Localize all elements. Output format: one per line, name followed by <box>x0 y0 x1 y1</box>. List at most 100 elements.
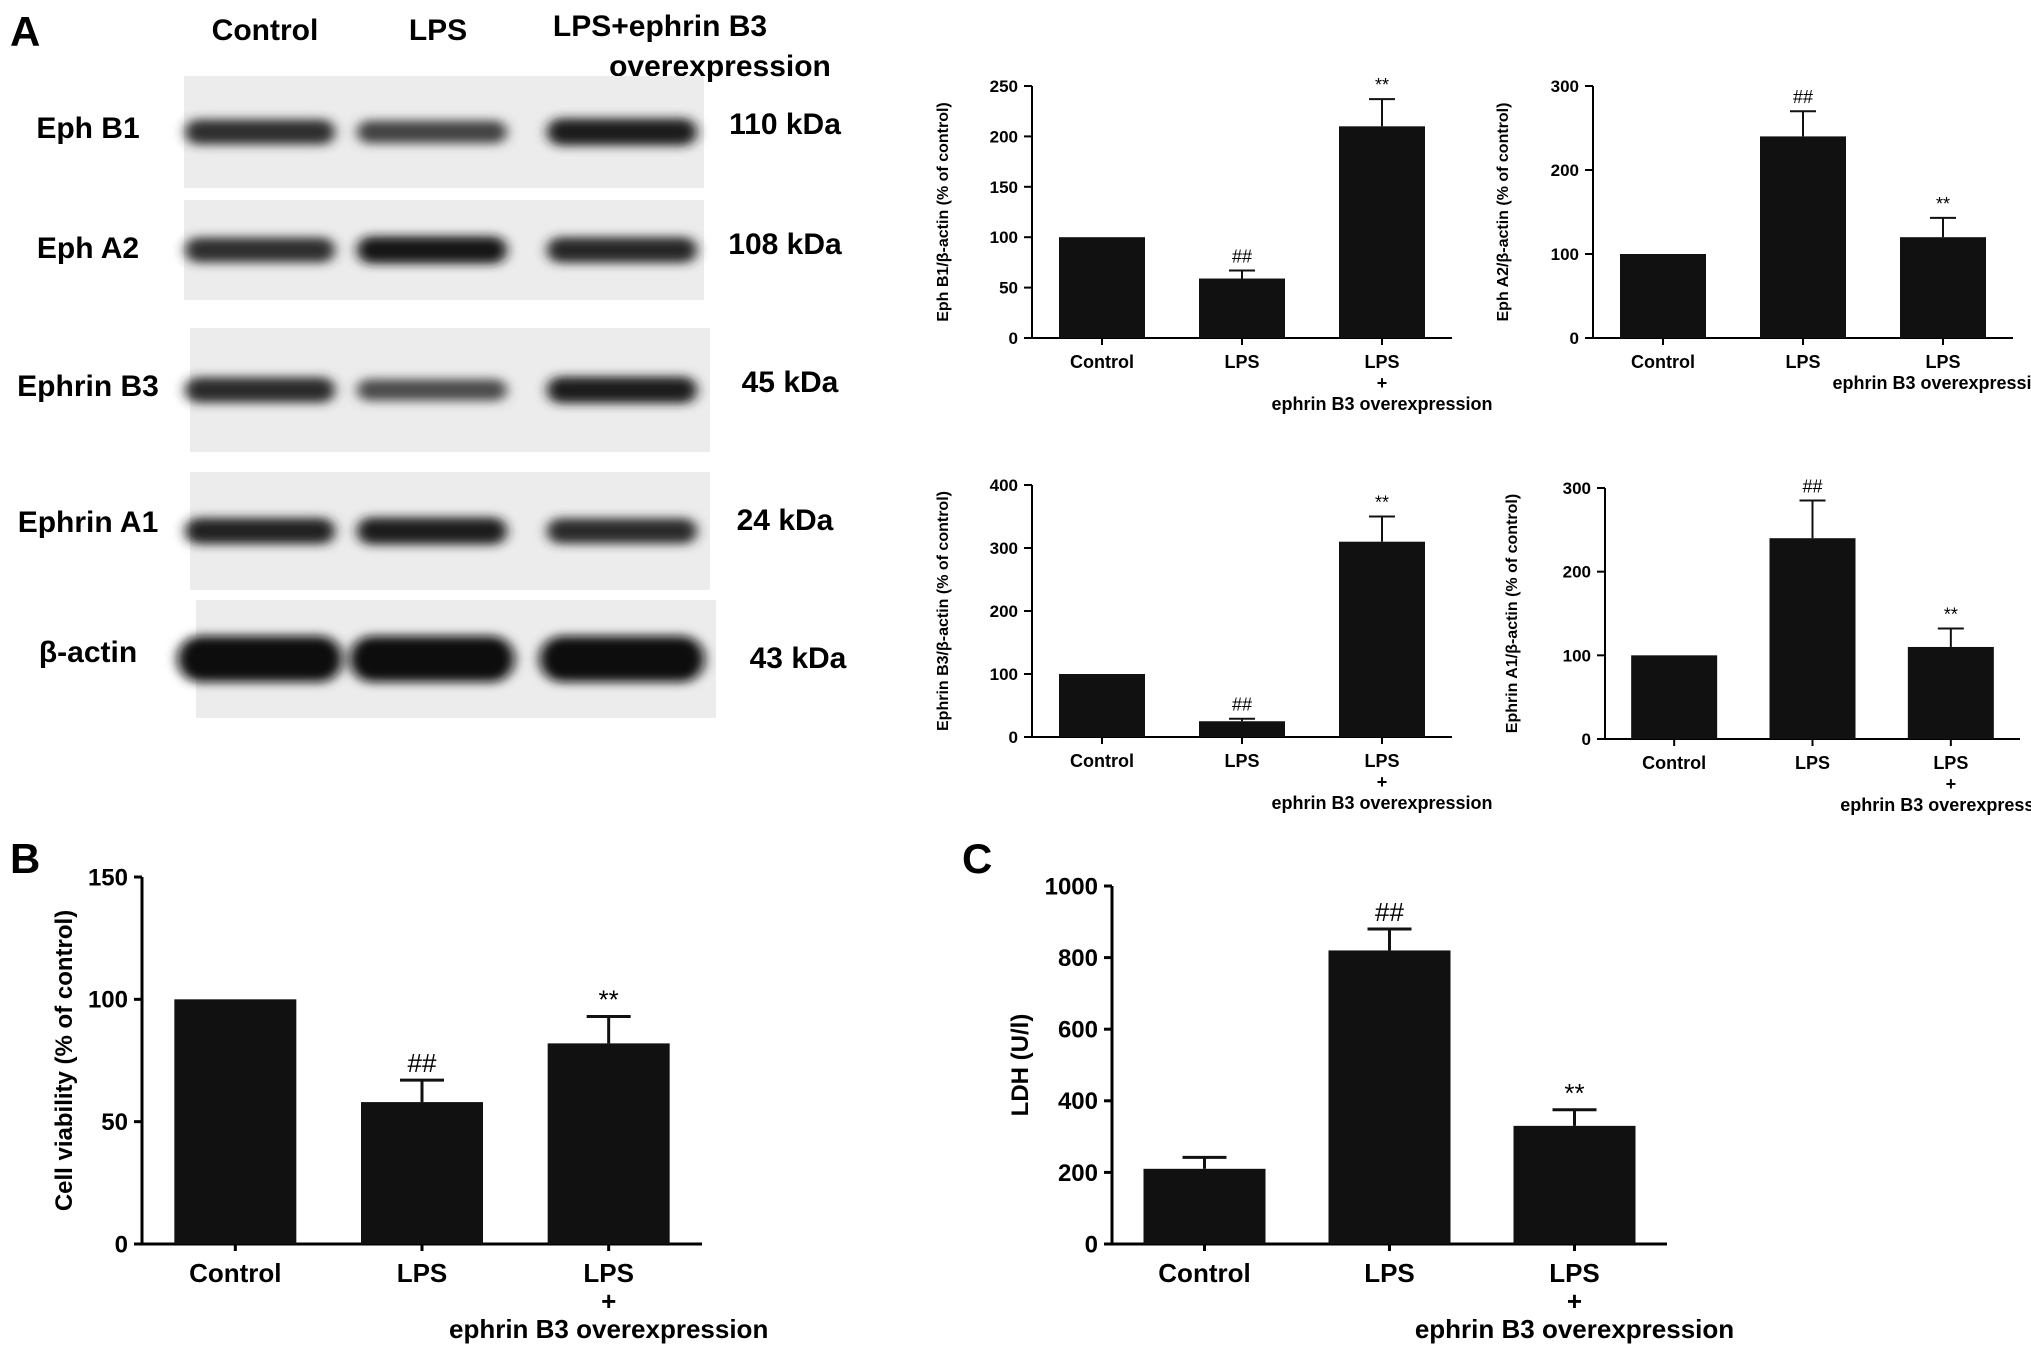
blot-row: Eph B1 110 kDa <box>36 76 841 188</box>
bar-chart-viability: 0 50 100 150 Cell viability (% of control) Co… <box>51 864 768 1344</box>
x-tick-label: Control <box>1070 352 1134 372</box>
y-tick-label: 1000 <box>1045 873 1098 900</box>
y-tick-label: 400 <box>990 476 1018 495</box>
significance-label: ## <box>1793 87 1813 107</box>
blot-band <box>357 379 507 401</box>
y-tick-label: 200 <box>1058 1160 1098 1187</box>
blot-row: Ephrin A1 24 kDa <box>18 472 834 590</box>
y-tick-label: 600 <box>1058 1017 1098 1044</box>
x-tick-label: LPS <box>1785 352 1820 372</box>
significance-label: ** <box>1375 493 1389 513</box>
y-tick-label: 200 <box>1563 563 1591 582</box>
y-tick-label: 150 <box>88 864 128 891</box>
y-axis-label: Ephrin B3/β-actin (% of control) <box>935 491 952 731</box>
blot-row: β-actin 43 kDa <box>39 600 847 718</box>
panel-label-b: B <box>10 835 40 882</box>
lane-label-control: Control <box>212 14 319 47</box>
blot-band <box>357 517 507 545</box>
bar <box>1199 278 1285 338</box>
x-tick-label: LPS+ephrin B3 overexpression <box>449 1258 768 1344</box>
panel-label-a: A <box>10 8 40 55</box>
blot-band <box>185 377 335 403</box>
blot-size-label: 24 kDa <box>737 504 834 537</box>
y-tick-label: 50 <box>999 279 1018 298</box>
x-tick-label: LPS <box>1224 751 1259 771</box>
bar <box>1631 655 1718 739</box>
significance-label: ## <box>408 1048 437 1078</box>
significance-label: ** <box>1375 75 1389 95</box>
x-tick-label: Control <box>1158 1258 1250 1288</box>
y-axis-label: LDH (U/l) <box>1007 1014 1034 1117</box>
bar <box>1907 646 1994 739</box>
y-tick-label: 100 <box>1563 646 1591 665</box>
y-tick-label: 200 <box>990 127 1018 146</box>
y-tick-label: 0 <box>1009 329 1018 348</box>
y-tick-label: 50 <box>101 1109 128 1136</box>
bar <box>547 1043 670 1244</box>
bar <box>1328 950 1451 1244</box>
blot-protein-label: Eph B1 <box>36 112 139 145</box>
bar-chart-ephrinb3: 0 100 200 300 400 Ephrin B3/β-actin (% of con… <box>935 476 1493 813</box>
y-tick-label: 150 <box>990 178 1018 197</box>
x-tick-label: LPS+ephrin B3 overexpression <box>1271 352 1492 414</box>
significance-label: ## <box>1232 695 1252 715</box>
western-blot: Control LPS LPS+ephrin B3 overexpression… <box>17 10 847 718</box>
y-tick-label: 300 <box>990 539 1018 558</box>
bar <box>174 999 297 1244</box>
bar <box>1339 541 1425 737</box>
blot-band <box>357 120 507 144</box>
y-tick-label: 800 <box>1058 945 1098 972</box>
y-tick-label: 300 <box>1563 479 1591 498</box>
y-axis-label: Cell viability (% of control) <box>51 910 78 1211</box>
bar-chart-epha2: 0 100 200 300 Eph A2/β-actin (% of control) C… <box>1495 77 2031 393</box>
blot-protein-label: Eph A2 <box>37 232 139 265</box>
panel-label-c: C <box>962 835 992 882</box>
x-tick-label: LPS <box>1364 1258 1415 1288</box>
y-tick-label: 100 <box>990 228 1018 247</box>
blot-protein-label: Ephrin A1 <box>18 506 159 539</box>
bar-chart-ephb1: 0 50 100 150 200 250 Eph B1/β-actin (% of cont… <box>935 75 1493 414</box>
y-tick-label: 0 <box>1009 728 1018 747</box>
x-tick-label: LPS+ephrin B3 overexpression <box>1840 753 2031 815</box>
x-tick-label: LPS <box>1795 753 1830 773</box>
y-tick-label: 300 <box>1551 77 1579 96</box>
significance-label: ** <box>1936 194 1950 214</box>
lane-label-lps: LPS <box>409 14 467 47</box>
blot-size-label: 45 kDa <box>742 366 839 399</box>
x-tick-label: Control <box>1070 751 1134 771</box>
blot-row: Ephrin B3 45 kDa <box>17 328 839 452</box>
bar <box>361 1102 483 1244</box>
blot-size-label: 108 kDa <box>728 228 842 261</box>
blot-band <box>185 237 335 263</box>
x-tick-label: Control <box>1631 352 1695 372</box>
bar <box>1620 254 1706 338</box>
lane-label-combo: LPS+ephrin B3 <box>553 10 767 43</box>
bar <box>1339 126 1425 338</box>
significance-label: ** <box>599 984 619 1014</box>
bar-chart-ldh: 0 200 400 600 800 1000 LDH (U/l) Control ## LPS **… <box>1007 873 1734 1344</box>
blot-band <box>547 376 697 404</box>
bar <box>1059 674 1145 737</box>
bar <box>1199 721 1285 737</box>
y-tick-label: 250 <box>990 77 1018 96</box>
y-tick-label: 100 <box>990 665 1018 684</box>
y-tick-label: 0 <box>1085 1231 1098 1258</box>
blot-band <box>177 636 343 682</box>
y-tick-label: 0 <box>115 1231 128 1258</box>
y-axis-label: Eph B1/β-actin (% of control) <box>935 102 952 322</box>
y-axis-label: Eph A2/β-actin (% of control) <box>1495 103 1512 322</box>
blot-size-label: 110 kDa <box>729 108 841 141</box>
y-tick-label: 100 <box>1551 245 1579 264</box>
blot-size-label: 43 kDa <box>750 642 847 675</box>
significance-label: ** <box>1564 1078 1584 1108</box>
blot-band <box>547 518 697 544</box>
blot-row: Eph A2 108 kDa <box>37 200 842 300</box>
bar <box>1900 237 1986 338</box>
blot-protein-label: Ephrin B3 <box>17 370 159 403</box>
x-tick-label: LPS <box>1224 352 1259 372</box>
significance-label: ## <box>1232 246 1252 266</box>
blot-band <box>539 636 705 682</box>
blot-band <box>547 118 697 146</box>
